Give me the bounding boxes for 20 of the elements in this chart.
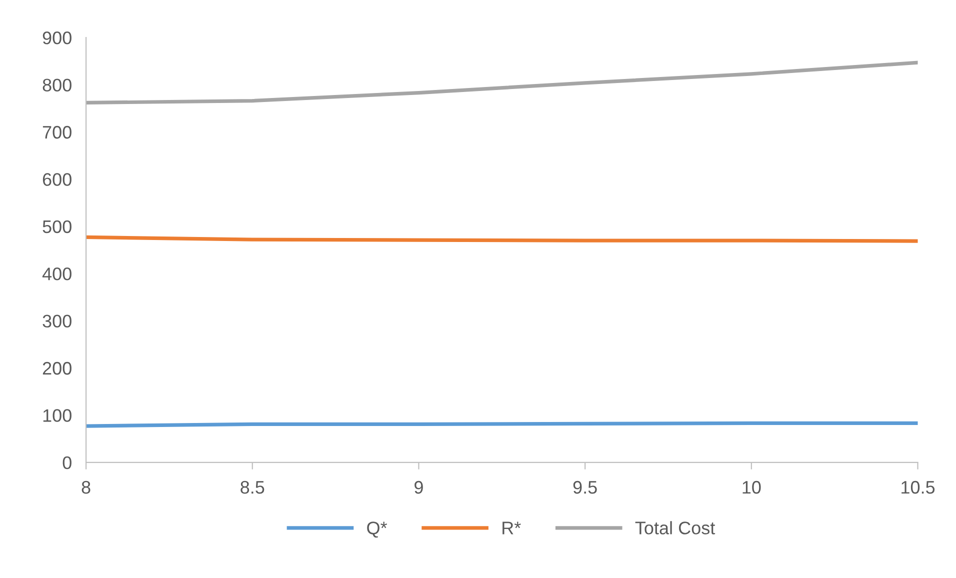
y-tick-label: 900 [42, 32, 72, 44]
x-tick-label: 8 [82, 480, 90, 494]
y-tick-label: 800 [42, 78, 72, 92]
legend-label: R* [502, 522, 521, 534]
legend-label: Total Cost [635, 521, 716, 534]
x-tick-label: 10 [742, 480, 761, 494]
legend-label: Q* [367, 522, 388, 538]
x-tick-label: 9.5 [573, 480, 597, 494]
y-tick-label: 500 [42, 220, 72, 234]
x-tick-label: 9 [414, 480, 423, 494]
y-tick-label: 300 [42, 314, 72, 328]
y-tick-label: 200 [42, 362, 72, 375]
line-series [86, 60, 918, 105]
y-tick-label: 0 [62, 456, 72, 470]
y-tick-label: 700 [42, 126, 72, 139]
y-tick-label: 600 [42, 173, 72, 186]
y-tick-label: 400 [42, 268, 72, 280]
x-tick-label: 10.5 [902, 480, 935, 494]
x-tick-label: 8.5 [240, 480, 264, 494]
y-tick-label: 100 [43, 409, 72, 422]
